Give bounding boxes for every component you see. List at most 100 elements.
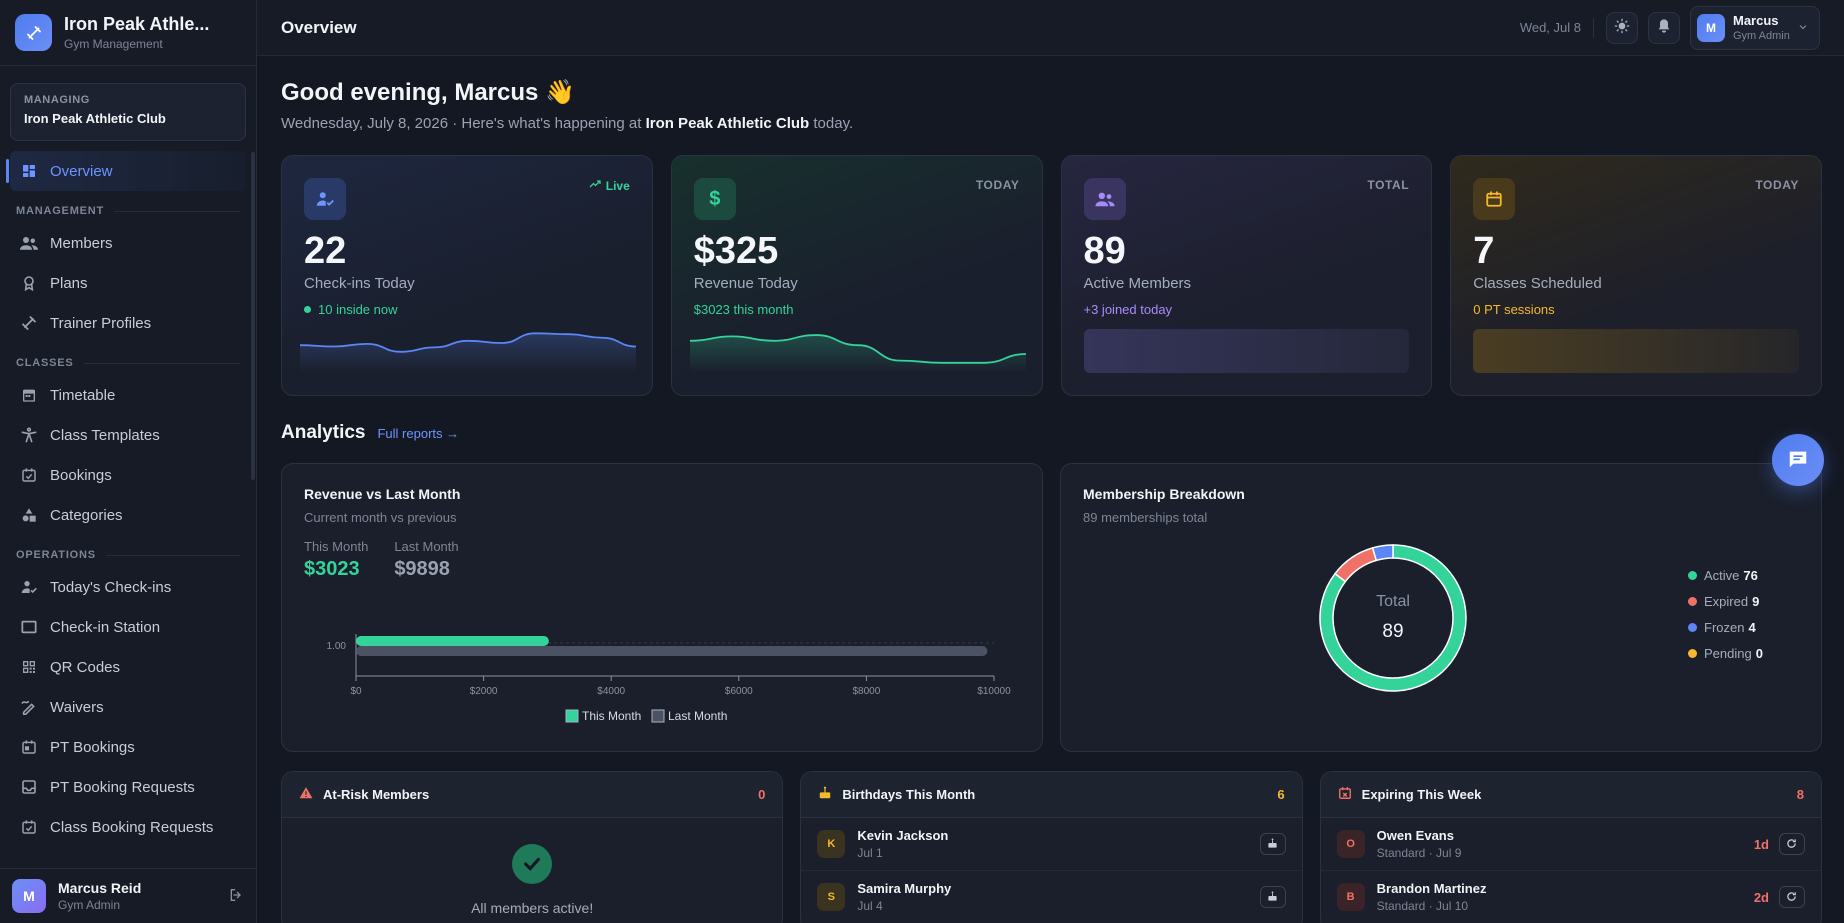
people-icon [20,234,38,252]
list-title: Birthdays This Month [842,787,976,802]
list-header: Expiring This Week 8 [1320,772,1821,818]
list-item[interactable]: S Samira Murphy Jul 4 [801,871,1301,923]
nav-section-operations: OPERATIONS [10,543,246,567]
stat-label: Active Members [1083,275,1192,292]
dashboard-content: Good evening, Marcus 👋 Wednesday, July 8… [257,56,1844,923]
panel-title: Membership Breakdown [1083,486,1245,502]
legend-label: Expired [1704,594,1749,609]
stat-value: 22 [304,230,347,272]
sidebar-item-label: Waivers [50,698,104,716]
stat-card-revenue[interactable]: $ TODAY $325 Revenue Today $3023 this mo… [670,155,1043,396]
send-birthday-wish-button[interactable] [1259,886,1286,908]
list-item[interactable]: K Kevin Jackson Jul 1 [801,818,1302,871]
sidebar-item-categories[interactable]: Categories [10,495,246,535]
dashboard-icon [20,162,38,180]
sidebar-item-plans[interactable]: Plans [10,263,246,303]
sidebar-item-timetable[interactable]: Timetable [10,375,246,415]
list-item[interactable]: O Owen Evans Standard · Jul 9 1d [1320,818,1821,871]
analytics-panels: Revenue vs Last Month Current month vs p… [281,463,1822,752]
renew-button[interactable] [1778,833,1805,855]
sidebar-item-members[interactable]: Members [10,223,246,263]
sidebar-scrollbar[interactable] [251,152,255,480]
sidebar-item-overview[interactable]: Overview [6,151,246,191]
birthday-date: Jul 4 [857,899,883,913]
dollar-icon: $ [693,178,736,220]
kpi-label: Last Month [394,539,459,554]
x-tick-label: $8000 [852,686,880,697]
send-birthday-wish-button[interactable] [1259,833,1286,855]
sidebar-item-label: Trainer Profiles [50,314,152,332]
stat-note-text: 10 inside now [318,302,398,317]
stat-card-members[interactable]: TOTAL 89 Active Members +3 joined today [1060,155,1433,396]
birthdays-card: Birthdays This Month 6 K Kevin Jackson Ju… [800,771,1303,923]
chat-button[interactable] [1772,434,1824,486]
sidebar-item-qr-codes[interactable]: QR Codes [10,647,246,687]
avatar[interactable]: M [12,879,46,913]
event-check-icon [20,818,38,836]
sparkline-revenue [689,334,1026,373]
analytics-header: Analytics Full reports → [281,422,1822,444]
stat-card-checkins[interactable]: Live 22 Check-ins Today 10 inside now [281,155,653,396]
sidebar-item-waivers[interactable]: Waivers [10,687,246,727]
sidebar-item-pt-booking-requests[interactable]: PT Booking Requests [10,767,246,807]
legend-swatch [651,709,665,723]
chevron-down-icon [1797,20,1809,36]
revenue-kpis: This Month $3023 Last Month $9898 [304,539,1020,581]
inbox-icon [20,778,38,796]
page-title: Overview [281,17,357,37]
x-tick-label: $4000 [597,686,625,697]
logout-icon[interactable] [228,887,244,906]
sidebar-item-pt-bookings[interactable]: PT Bookings [10,727,246,767]
sidebar-item-class-booking-requests[interactable]: Class Booking Requests [10,807,246,847]
stat-cards: Live 22 Check-ins Today 10 inside now $ … [281,155,1822,396]
brand[interactable]: Iron Peak Athle... Gym Management [0,0,256,66]
stat-label: Classes Scheduled [1473,275,1602,292]
badge-icon [20,274,38,292]
sidebar-item-class-templates[interactable]: Class Templates [10,415,246,455]
avatar: S [817,883,846,911]
sidebar-item-trainer-profiles[interactable]: Trainer Profiles [10,303,246,343]
sidebar-item-bookings[interactable]: Bookings [10,455,246,495]
stat-note: +3 joined today [1083,302,1173,317]
full-reports-link[interactable]: Full reports → [377,426,460,441]
x-tick-label: $10000 [977,686,1011,697]
x-tick-label: $0 [350,686,362,697]
managing-club-selector[interactable]: MANAGING Iron Peak Athletic Club [10,83,246,141]
cake-icon [1267,836,1278,852]
renew-button[interactable] [1778,886,1805,908]
list-count: 6 [1277,787,1285,802]
sidebar-item-label: Bookings [50,466,112,484]
event-check-icon [20,466,38,484]
sidebar-item-label: Class Booking Requests [50,818,214,836]
avatar: B [1336,883,1365,911]
stat-value: 89 [1083,230,1126,272]
avatar: K [817,830,846,858]
legend-label: Last Month [668,709,727,723]
chat-icon [1787,448,1809,473]
bar-this-month [356,636,549,646]
sidebar-item-label: Overview [50,162,113,180]
panel-subtitle: 89 memberships total [1083,510,1208,525]
sidebar-item-label: Plans [50,274,88,292]
user-menu[interactable]: M Marcus Gym Admin [1690,5,1820,50]
notifications-button[interactable] [1648,11,1680,44]
stat-card-classes[interactable]: TODAY 7 Classes Scheduled 0 PT sessions [1450,155,1822,396]
greeting-sub-prefix: Wednesday, July 8, 2026 · Here's what's … [281,115,646,132]
nav-section-management: MANAGEMENT [10,199,246,223]
theme-toggle-button[interactable] [1606,11,1638,44]
list-count: 0 [758,787,766,802]
birthday-date: Jul 1 [857,846,883,860]
member-lists: At-Risk Members 0 All members active! Bi… [281,771,1822,923]
list-item[interactable]: B Brandon Martinez Standard · Jul 10 2d [1321,871,1821,923]
sidebar-item-label: Class Templates [50,426,160,444]
qr-code-icon [20,658,38,676]
stat-tag: TODAY [975,178,1020,192]
stat-note: 10 inside now [304,302,630,317]
sparkline-area [689,335,1026,373]
sidebar-item-todays-checkins[interactable]: Today's Check-ins [10,567,246,607]
dumbbell-icon [15,14,52,51]
sidebar-item-label: Members [50,234,113,252]
stat-tag: TOTAL [1367,178,1410,192]
sparkline-checkins [300,332,636,373]
sidebar-item-checkin-station[interactable]: Check-in Station [10,607,246,647]
